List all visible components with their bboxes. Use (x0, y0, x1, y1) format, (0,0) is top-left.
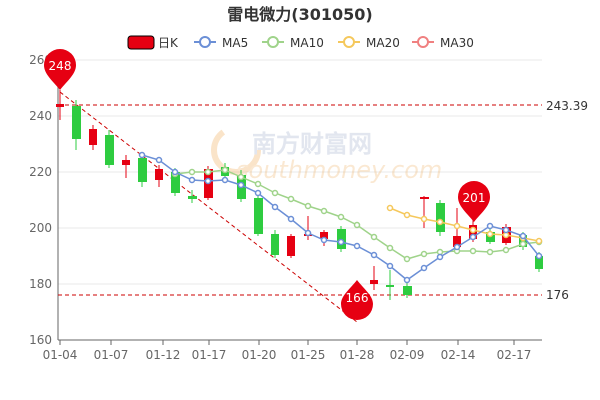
chart-title: 雷电微力(301050) (227, 5, 372, 24)
candle (138, 155, 147, 187)
y-tick-label: 240 (29, 109, 52, 123)
candle (403, 282, 412, 298)
x-tick-label: 01-28 (340, 348, 375, 362)
x-tick-label: 02-14 (441, 348, 476, 362)
legend-item-ma5[interactable]: MA5 (194, 36, 248, 50)
ma5-markers (138, 151, 543, 284)
reference-label-high: 243.39 (546, 99, 588, 113)
x-axis-tickmarks (59, 340, 515, 345)
callout-high: 248 (44, 49, 76, 90)
ma20-line (389, 207, 540, 242)
candle (370, 266, 378, 290)
candle (254, 195, 263, 236)
legend-item-dayk[interactable]: 日K (127, 35, 179, 50)
candle (420, 196, 429, 228)
callout-label: 201 (463, 191, 486, 205)
watermark: 南方财富网 southmoney.com (211, 125, 442, 184)
candle (436, 200, 445, 236)
legend-dayk-swatch (127, 35, 155, 50)
candle (188, 190, 197, 203)
candle (56, 90, 64, 120)
legend: 日K MA5 MA10 MA20 MA30 (127, 35, 474, 50)
pin-marker-icon (341, 280, 373, 320)
candle (105, 130, 114, 168)
legend-item-ma10[interactable]: MA10 (262, 36, 324, 50)
candle (72, 100, 81, 150)
y-axis-ticks: 160 180 200 220 240 260 (29, 53, 52, 347)
legend-label: MA30 (440, 36, 474, 50)
x-tick-label: 01-25 (291, 348, 326, 362)
y-tick-label: 200 (29, 221, 52, 235)
callout-low: 166 (341, 280, 373, 320)
y-tick-label: 220 (29, 165, 52, 179)
reference-label-low: 176 (546, 288, 569, 302)
candle (89, 125, 97, 150)
legend-label: 日K (158, 36, 179, 50)
legend-item-ma30[interactable]: MA30 (412, 36, 474, 50)
x-tick-label: 01-17 (192, 348, 227, 362)
x-tick-label: 01-20 (242, 348, 277, 362)
legend-ma30-dot-icon (417, 36, 429, 48)
x-tick-label: 01-04 (43, 348, 78, 362)
watermark-logo-icon (211, 125, 261, 175)
watermark-text-cn: 南方财富网 (252, 130, 372, 158)
y-tick-label: 160 (29, 333, 52, 347)
candle (122, 155, 130, 178)
callout-label: 248 (49, 59, 72, 73)
legend-label: MA20 (366, 36, 400, 50)
callout-local-high: 201 (458, 181, 490, 222)
callout-label: 166 (346, 291, 369, 305)
candle (386, 270, 394, 300)
candle (155, 165, 163, 187)
legend-ma10-dot-icon (267, 36, 279, 48)
legend-ma5-dot-icon (199, 36, 211, 48)
pin-marker-icon (44, 49, 76, 90)
legend-label: MA10 (290, 36, 324, 50)
watermark-text-en: southmoney.com (236, 156, 442, 184)
x-tick-label: 02-09 (390, 348, 425, 362)
ma20-markers (386, 204, 543, 245)
y-tick-label: 180 (29, 277, 52, 291)
x-tick-label: 02-17 (497, 348, 532, 362)
candle (271, 230, 279, 258)
legend-item-ma20[interactable]: MA20 (338, 36, 400, 50)
x-axis-ticks: 01-04 01-07 01-12 01-17 01-20 01-25 01-2… (43, 348, 532, 362)
legend-label: MA5 (222, 36, 248, 50)
x-tick-label: 01-07 (94, 348, 129, 362)
x-tick-label: 01-12 (146, 348, 181, 362)
pin-marker-icon (458, 181, 490, 222)
legend-ma20-dot-icon (343, 36, 355, 48)
candle (287, 234, 295, 258)
